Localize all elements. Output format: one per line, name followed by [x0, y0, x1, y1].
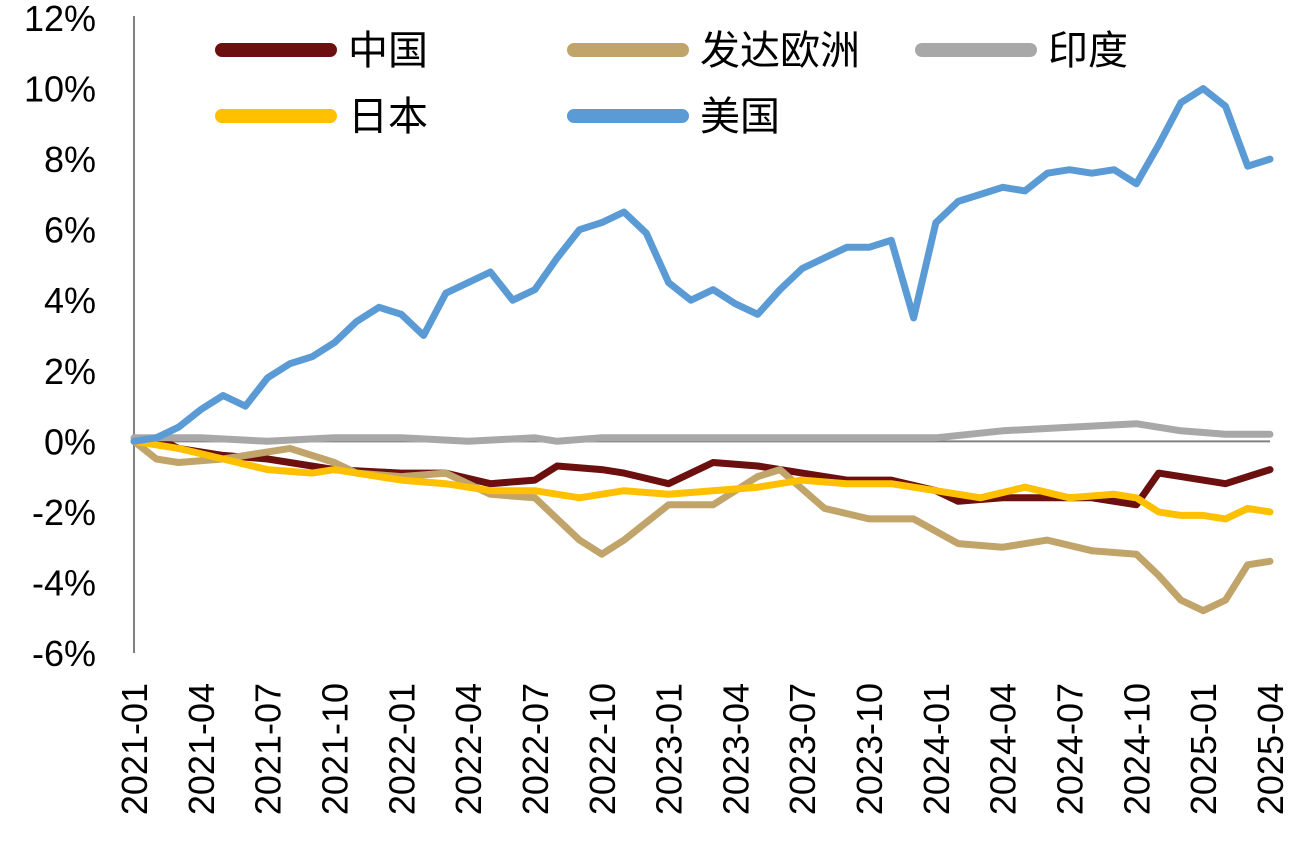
legend-label: 发达欧洲	[700, 29, 860, 73]
legend-label: 中国	[348, 29, 428, 73]
x-tick-label: 2023-10	[849, 683, 890, 815]
y-tick-label: 12%	[24, 0, 96, 39]
series-line-2	[130, 437, 1274, 615]
series-line-5	[130, 85, 1274, 445]
y-tick-label: -6%	[32, 633, 96, 674]
y-tick-label: -4%	[32, 562, 96, 603]
x-tick-label: 2022-01	[381, 683, 422, 815]
x-tick-label: 2021-10	[314, 683, 355, 815]
y-tick-label: 0%	[44, 421, 96, 462]
y-tick-label: 4%	[44, 280, 96, 321]
x-tick-label: 2022-10	[582, 683, 623, 815]
x-tick-label: 2024-07	[1050, 683, 1091, 815]
x-tick-label: 2023-01	[649, 683, 690, 815]
series-line-1	[130, 434, 1274, 509]
y-axis: -6% -4% -2% 0% 2% 4% 6% 8% 10% 12%	[24, 0, 135, 674]
x-tick-label: 2025-04	[1250, 683, 1291, 815]
legend-label: 美国	[700, 95, 780, 139]
x-tick-label: 2024-01	[916, 683, 957, 815]
x-tick-label: 2024-10	[1116, 683, 1157, 815]
x-tick-label: 2022-04	[448, 683, 489, 815]
y-tick-label: 10%	[24, 69, 96, 110]
series-line-3	[130, 420, 1274, 445]
y-tick-label: 8%	[44, 139, 96, 180]
y-tick-label: 6%	[44, 210, 96, 251]
x-tick-label: 2023-04	[715, 683, 756, 815]
x-tick-label: 2024-04	[983, 683, 1024, 815]
x-tick-label: 2025-01	[1183, 683, 1224, 815]
x-tick-label: 2022-07	[515, 683, 556, 815]
series-line-4	[130, 437, 1274, 523]
legend-label: 印度	[1048, 29, 1128, 73]
series-layer	[130, 85, 1274, 615]
x-tick-label: 2021-07	[248, 683, 289, 815]
y-tick-label: 2%	[44, 351, 96, 392]
x-axis: 2021-01 2021-04 2021-07 2021-10 2022-01 2022-…	[114, 440, 1291, 815]
x-tick-label: 2021-01	[114, 683, 155, 815]
legend-label: 日本	[348, 95, 428, 139]
y-tick-label: -2%	[32, 492, 96, 533]
x-tick-label: 2023-07	[782, 683, 823, 815]
x-tick-label: 2021-04	[181, 683, 222, 815]
